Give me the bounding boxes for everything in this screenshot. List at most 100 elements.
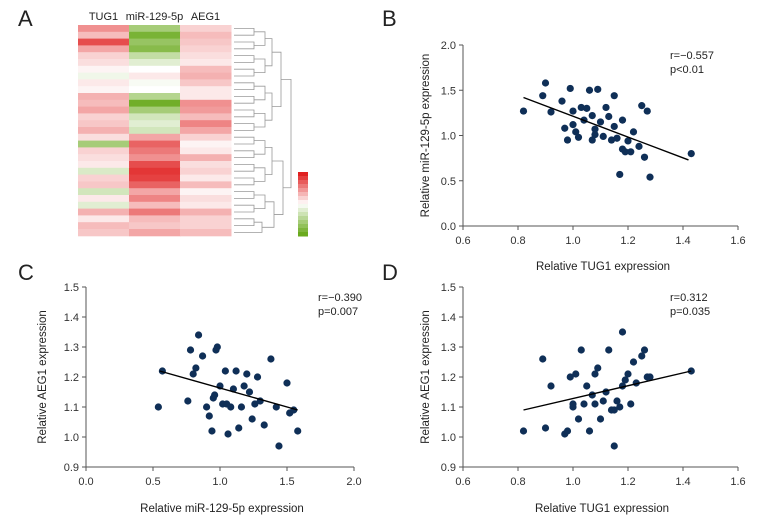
heatmap-cell	[180, 45, 232, 53]
heatmap-cell	[180, 195, 232, 203]
data-point	[267, 355, 275, 363]
heatmap-cell	[78, 45, 130, 53]
data-point	[610, 122, 618, 131]
dendrogram-branch	[234, 68, 255, 77]
x-axis-label: Relative miR-129-5p expression	[140, 503, 304, 515]
data-point	[224, 430, 232, 438]
data-point	[594, 85, 602, 93]
heatmap-cell	[78, 113, 130, 121]
data-point	[566, 373, 574, 381]
heatmap-cell	[180, 113, 232, 121]
panel-label-c: C	[18, 260, 34, 285]
data-point	[577, 103, 585, 112]
y-tick-label: 1.0	[441, 131, 456, 143]
data-point	[574, 133, 583, 141]
heatmap-cell	[78, 154, 130, 162]
heatmap-cell	[78, 147, 130, 155]
data-point	[275, 442, 283, 450]
data-point	[627, 400, 635, 408]
dendrogram-branch	[234, 218, 255, 226]
dendrogram-branch	[254, 167, 266, 182]
legend-swatch	[298, 204, 308, 209]
data-point	[591, 125, 599, 133]
heatmap-cell	[129, 215, 181, 223]
heatmap-cell	[129, 59, 181, 67]
legend-swatch	[298, 192, 308, 197]
heatmap-cell	[78, 106, 130, 114]
dendrogram-branch	[234, 150, 255, 158]
heatmap-cell	[180, 229, 232, 237]
dendrogram-branch	[234, 55, 255, 63]
data-point	[577, 346, 585, 354]
heatmap-cell	[129, 133, 181, 142]
data-point	[213, 343, 221, 351]
panel-label-d: D	[382, 260, 398, 285]
panel-label-b: B	[382, 6, 397, 31]
heatmap-cell	[129, 195, 181, 203]
data-point	[613, 397, 621, 405]
data-point	[605, 112, 613, 121]
data-point	[251, 400, 259, 408]
data-point	[591, 370, 599, 378]
heatmap-cell	[78, 167, 130, 176]
heatmap-cell	[78, 79, 130, 87]
x-tick-label: 1.4	[675, 476, 690, 488]
heatmap-cell	[180, 154, 232, 162]
data-point	[646, 373, 654, 381]
dendrogram-branch	[234, 123, 255, 131]
scatter-panel-c: 0.0 0.5 1.0 1.5 2.0 0.9 1.0 1.1 1.2 1.3 1.4 1.5 Rela…	[37, 282, 362, 515]
data-point	[539, 355, 547, 363]
heatmap-cell	[180, 215, 232, 223]
heatmap-cell	[78, 93, 130, 101]
heatmap-cell	[180, 167, 232, 176]
heatmap-cell	[129, 31, 181, 40]
heatmap-column-label: AEG1	[191, 11, 220, 23]
panel-label-a: A	[18, 6, 33, 31]
heatmap-cell	[129, 99, 181, 108]
data-point	[618, 116, 627, 124]
y-tick-label: 1.3	[441, 342, 456, 354]
y-tick-label: 1.4	[64, 312, 79, 324]
data-point	[640, 153, 649, 161]
data-point	[610, 92, 618, 100]
data-point	[211, 391, 219, 399]
y-tick-label: 0.9	[64, 462, 79, 474]
data-point	[232, 367, 240, 375]
data-point	[599, 397, 607, 405]
data-point	[203, 403, 211, 411]
legend-swatch	[298, 228, 308, 233]
heatmap-cell	[180, 222, 232, 230]
regression-line	[159, 370, 298, 411]
correlation-p: p=0.007	[318, 306, 358, 318]
data-point	[687, 150, 695, 158]
heatmap-column-label: TUG1	[89, 11, 118, 23]
data-point	[591, 400, 599, 408]
x-tick-label: 1.4	[675, 235, 690, 247]
heatmap-cell	[180, 79, 232, 87]
dendrogram-branch	[254, 31, 266, 46]
heatmap-cell	[78, 127, 130, 135]
data-point	[594, 364, 602, 372]
dendrogram-branch	[254, 85, 266, 101]
data-point	[605, 346, 613, 354]
data-point	[580, 400, 588, 408]
correlation-p: p=0.035	[670, 306, 710, 318]
heatmap-cell	[78, 86, 130, 94]
legend-swatch	[298, 172, 308, 177]
heatmap-cell	[78, 133, 130, 142]
heatmap-cell	[78, 140, 130, 148]
data-point	[599, 132, 607, 141]
heatmap-dendrogram	[234, 28, 292, 233]
data-point	[629, 128, 638, 136]
dendrogram-branch	[234, 221, 263, 233]
regression-line	[523, 370, 692, 411]
data-point	[198, 352, 207, 360]
data-point	[585, 86, 594, 94]
x-tick-label: 2.0	[346, 476, 361, 488]
legend-swatch	[298, 176, 308, 181]
data-point	[574, 415, 583, 423]
data-point	[569, 107, 577, 115]
data-point	[624, 137, 632, 145]
data-point	[607, 136, 616, 144]
